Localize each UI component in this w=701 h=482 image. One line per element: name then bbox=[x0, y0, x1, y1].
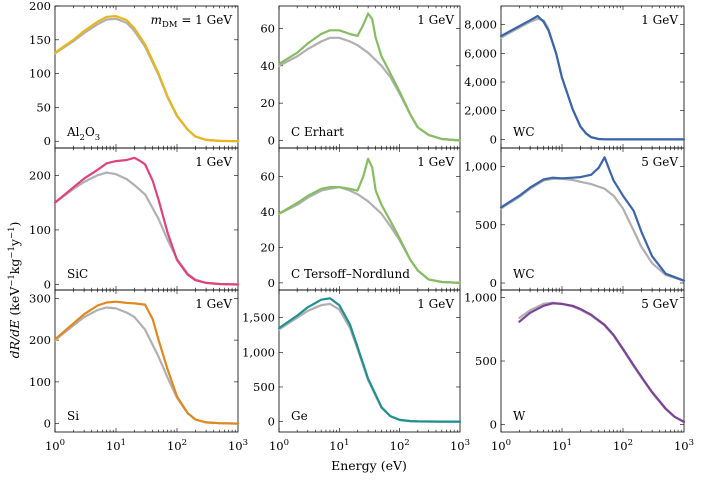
panel-5-c-tersoff-nordlund-mass-label: 1 GeV bbox=[417, 155, 454, 169]
panel-7-si: 0 100 200 300 100 101 102 103 1 GeV Si bbox=[29, 289, 248, 453]
panel-1-al2o3-mass-label: mDM = 1 GeV bbox=[151, 13, 233, 30]
panel-2-c-erhart-mass-label: 1 GeV bbox=[417, 13, 454, 27]
panel-3-wc-material-label: WC bbox=[513, 125, 535, 139]
panel-7-si-mass-label: 1 GeV bbox=[195, 297, 232, 311]
panel-7-si-y-tick-label: 100 bbox=[29, 375, 51, 389]
panel-3-wc-mass-label: 1 GeV bbox=[641, 13, 678, 27]
panel-8-ge-mass-label: 1 GeV bbox=[417, 297, 454, 311]
panel-5-c-tersoff-nordlund-y-tick-label: 40 bbox=[260, 205, 275, 219]
panel-6-wc-mass-label: 5 GeV bbox=[641, 155, 678, 169]
panel-6-wc-y-tick-label: 500 bbox=[475, 218, 497, 232]
panel-3-wc-y-tick-label: 2,000 bbox=[464, 104, 497, 118]
panel-5-c-tersoff-nordlund-y-tick-label: 20 bbox=[260, 240, 275, 254]
panel-7-si-reference-series-line bbox=[53, 306, 240, 425]
panel-4-sic-mass-label: 1 GeV bbox=[195, 155, 232, 169]
panel-8-ge-x-tick-label: 102 bbox=[390, 438, 410, 453]
panel-4-sic-material-label: SiC bbox=[67, 267, 88, 281]
panel-6-wc-material-series-line bbox=[499, 156, 686, 282]
panel-9-w-material-label: W bbox=[513, 409, 526, 423]
panel-7-si-x-tick-label: 103 bbox=[228, 438, 248, 453]
panel-1-al2o3-y-tick-label: 150 bbox=[29, 33, 51, 47]
panel-7-si-y-tick-label: 0 bbox=[44, 417, 51, 431]
panel-8-ge-y-tick-label: 1,000 bbox=[242, 345, 275, 359]
panel-7-si-material-label: Si bbox=[67, 409, 79, 423]
panel-9-w-y-tick-label: 0 bbox=[490, 417, 497, 431]
panel-9-w-x-tick-label: 103 bbox=[674, 438, 694, 453]
panel-3-wc-y-tick-label: 0 bbox=[490, 132, 497, 146]
panel-6-wc-y-tick-label: 1,000 bbox=[464, 160, 497, 174]
panel-2-c-erhart: 0 20 40 60 1 GeV C Erhart bbox=[260, 5, 462, 149]
panel-3-wc: 0 2,000 4,000 6,000 8,000 1 GeV WC bbox=[464, 5, 686, 149]
panel-1-al2o3: 0 50 100 150 200 mDM = 1 GeV Al2O3 bbox=[29, 0, 240, 149]
panel-1-al2o3-y-tick-label: 0 bbox=[44, 134, 51, 148]
panel-6-wc-material-label: WC bbox=[513, 267, 535, 281]
panel-8-ge-x-tick-label: 100 bbox=[269, 438, 289, 453]
panel-8-ge-reference-series-line bbox=[277, 302, 462, 423]
panel-9-w-reference-series-line bbox=[518, 301, 686, 423]
panel-4-sic-y-tick-label: 100 bbox=[29, 223, 51, 237]
panel-3-wc-y-tick-label: 6,000 bbox=[464, 46, 497, 60]
panel-1-al2o3-y-tick-label: 50 bbox=[36, 100, 51, 114]
panel-7-si-x-tick-label: 101 bbox=[106, 438, 126, 453]
panel-7-si-y-tick-label: 300 bbox=[29, 291, 51, 305]
panel-3-wc-reference-series-line bbox=[499, 17, 686, 141]
panel-7-si-x-tick-label: 100 bbox=[45, 438, 65, 453]
panel-8-ge-y-tick-label: 0 bbox=[268, 415, 275, 429]
panel-9-w-x-tick-label: 101 bbox=[552, 438, 572, 453]
panel-9-w-mass-label: 5 GeV bbox=[641, 297, 678, 311]
panel-8-ge: 0 500 1,000 1,500 100 101 102 103 1 GeV Ge bbox=[242, 289, 470, 453]
panel-8-ge-y-tick-label: 500 bbox=[253, 380, 275, 394]
panel-9-w-x-tick-label: 102 bbox=[613, 438, 633, 453]
panel-9-w: 0 500 1,000 100 101 102 103 5 GeV W bbox=[464, 289, 694, 453]
panel-8-ge-y-tick-label: 1,500 bbox=[242, 311, 275, 325]
panel-5-c-tersoff-nordlund-y-tick-label: 0 bbox=[268, 276, 275, 290]
panel-7-si-x-tick-label: 102 bbox=[167, 438, 187, 453]
panel-6-wc-y-tick-label: 0 bbox=[490, 276, 497, 290]
panel-7-si-frame bbox=[54, 289, 239, 433]
panel-1-al2o3-reference-series-line bbox=[53, 17, 240, 143]
panel-9-w-y-tick-label: 500 bbox=[475, 354, 497, 368]
panel-2-c-erhart-material-label: C Erhart bbox=[291, 125, 344, 139]
panel-8-ge-material-series-line bbox=[277, 297, 462, 423]
panel-5-c-tersoff-nordlund-y-tick-label: 60 bbox=[260, 169, 275, 183]
panel-4-sic: 0 100 200 1 GeV SiC bbox=[29, 147, 240, 292]
panel-3-wc-y-tick-label: 8,000 bbox=[464, 18, 497, 32]
panel-7-si-material-series-line bbox=[53, 300, 240, 425]
panel-6-wc-reference-series-line bbox=[499, 177, 686, 282]
panel-1-al2o3-y-tick-label: 100 bbox=[29, 67, 51, 81]
panel-8-ge-material-label: Ge bbox=[291, 409, 308, 423]
panel-2-c-erhart-y-tick-label: 60 bbox=[260, 21, 275, 35]
panel-5-c-tersoff-nordlund-material-series-line bbox=[277, 157, 462, 284]
panel-1-al2o3-material-series-line bbox=[53, 15, 240, 143]
panel-4-sic-y-tick-label: 200 bbox=[29, 168, 51, 182]
panel-9-w-material-series-line bbox=[518, 302, 686, 423]
panel-5-c-tersoff-nordlund: 0 20 40 60 1 GeV C Tersoff–Nordlund bbox=[260, 147, 462, 291]
panel-1-al2o3-frame bbox=[54, 5, 239, 149]
panel-1-al2o3-y-tick-label: 200 bbox=[29, 0, 51, 13]
panel-2-c-erhart-material-series-line bbox=[277, 12, 462, 142]
panel-2-c-erhart-y-tick-label: 20 bbox=[260, 96, 275, 110]
panel-9-w-y-tick-label: 1,000 bbox=[464, 291, 497, 305]
panel-2-c-erhart-y-tick-label: 40 bbox=[260, 59, 275, 73]
panel-3-wc-material-series-line bbox=[499, 14, 686, 141]
panel-1-al2o3-material-label: Al2O3 bbox=[66, 125, 100, 143]
panel-8-ge-frame bbox=[278, 289, 461, 433]
panel-4-sic-y-tick-label: 0 bbox=[44, 278, 51, 292]
panel-8-ge-x-tick-label: 101 bbox=[329, 438, 349, 453]
x-axis-title: Energy (eV) bbox=[331, 458, 407, 473]
panel-4-sic-material-series-line bbox=[53, 156, 240, 286]
y-axis-title: dR/dE (keV−1kg−1y−1) bbox=[7, 222, 22, 359]
panel-9-w-x-tick-label: 100 bbox=[491, 438, 511, 453]
panel-3-wc-y-tick-label: 4,000 bbox=[464, 75, 497, 89]
panel-6-wc: 0 500 1,000 5 GeV WC bbox=[464, 147, 686, 291]
panel-5-c-tersoff-nordlund-material-label: C Tersoff–Nordlund bbox=[291, 267, 410, 281]
panel-7-si-y-tick-label: 200 bbox=[29, 333, 51, 347]
panel-2-c-erhart-y-tick-label: 0 bbox=[268, 134, 275, 148]
panel-8-ge-x-tick-label: 103 bbox=[450, 438, 470, 453]
